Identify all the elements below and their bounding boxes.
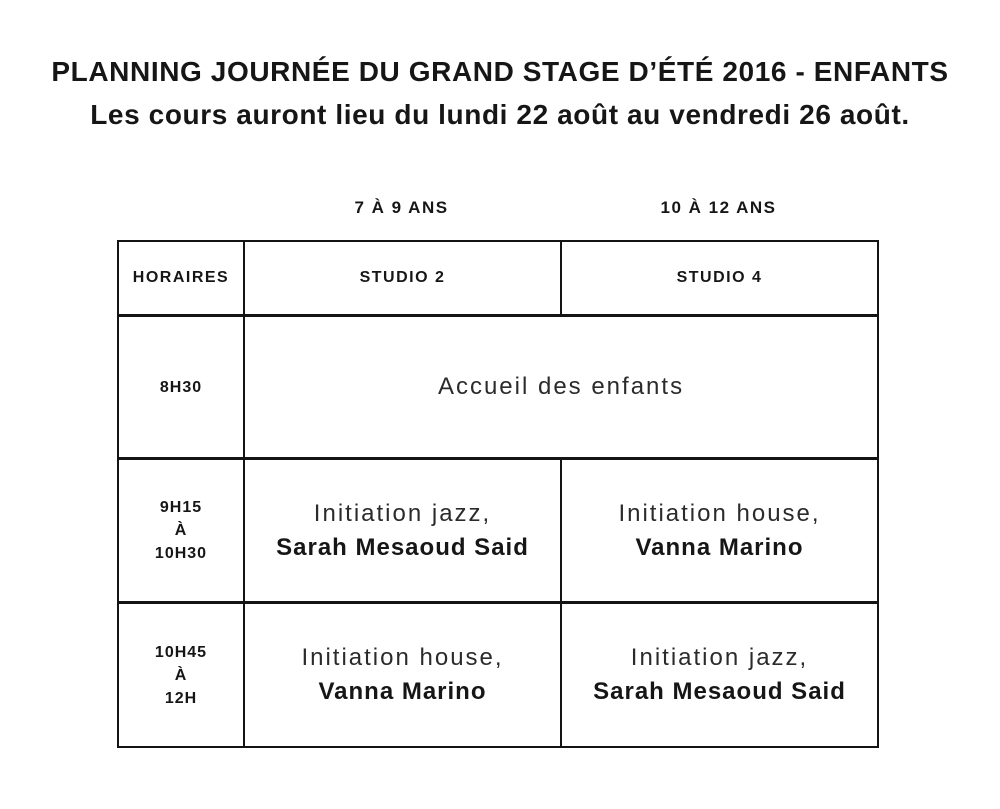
time-cell-10h45: 10H45 À 12H — [117, 601, 245, 748]
header-horaires: HORAIRES — [117, 240, 245, 317]
activity-label: Initiation jazz, — [313, 499, 492, 527]
studio2-cell-9h15: Initiation jazz, Sarah Mesaoud Said — [243, 457, 562, 604]
activity-label: Accueil des enfants — [437, 373, 685, 400]
table-header-row: HORAIRES STUDIO 2 STUDIO 4 — [117, 240, 879, 317]
studio4-cell-9h15: Initiation house, Vanna Marino — [560, 457, 879, 604]
table-row-10h45: 10H45 À 12H Initiation house, Vanna Mari… — [117, 601, 879, 748]
poster-title: PLANNING JOURNÉE DU GRAND STAGE D’ÉTÉ 20… — [0, 50, 1000, 136]
title-line-1: PLANNING JOURNÉE DU GRAND STAGE D’ÉTÉ 20… — [51, 56, 949, 87]
activity-label: Initiation house, — [301, 644, 504, 671]
time-line: 9H15 — [159, 499, 203, 516]
teacher-label: Vanna Marino — [318, 678, 487, 705]
activity-label: Initiation house, — [618, 499, 821, 527]
table-row-9h15: 9H15 À 10H30 Initiation jazz, Sarah Mesa… — [117, 457, 879, 604]
teacher-label: Vanna Marino — [635, 533, 804, 561]
schedule-table: HORAIRES STUDIO 2 STUDIO 4 8H30 Accueil … — [117, 240, 879, 748]
time-line: 10H45 — [154, 643, 208, 661]
header-studio-2: STUDIO 2 — [243, 240, 562, 317]
merged-activity-cell: Accueil des enfants — [243, 314, 879, 460]
time-cell-8h30: 8H30 — [117, 314, 245, 460]
time-line: À — [174, 522, 188, 539]
teacher-label: Sarah Mesaoud Said — [593, 678, 846, 705]
age-group-7-9: 7 À 9 ANS — [354, 198, 449, 217]
studio4-cell-10h45: Initiation jazz, Sarah Mesaoud Said — [560, 601, 879, 748]
teacher-label: Sarah Mesaoud Said — [276, 533, 529, 561]
studio2-cell-10h45: Initiation house, Vanna Marino — [243, 601, 562, 748]
time-line: 10H30 — [154, 545, 208, 562]
age-group-10-12: 10 À 12 ANS — [660, 198, 777, 217]
header-studio-4: STUDIO 4 — [560, 240, 879, 317]
time-line: À — [174, 666, 188, 684]
title-line-2: Les cours auront lieu du lundi 22 août a… — [90, 99, 910, 130]
time-line: 12H — [164, 689, 198, 707]
time-line: 8H30 — [159, 378, 203, 396]
table-row-8h30: 8H30 Accueil des enfants — [117, 314, 879, 460]
age-label-spacer — [117, 198, 243, 218]
time-cell-9h15: 9H15 À 10H30 — [117, 457, 245, 604]
age-group-labels: 7 À 9 ANS 10 À 12 ANS — [117, 198, 877, 218]
activity-label: Initiation jazz, — [630, 644, 809, 671]
